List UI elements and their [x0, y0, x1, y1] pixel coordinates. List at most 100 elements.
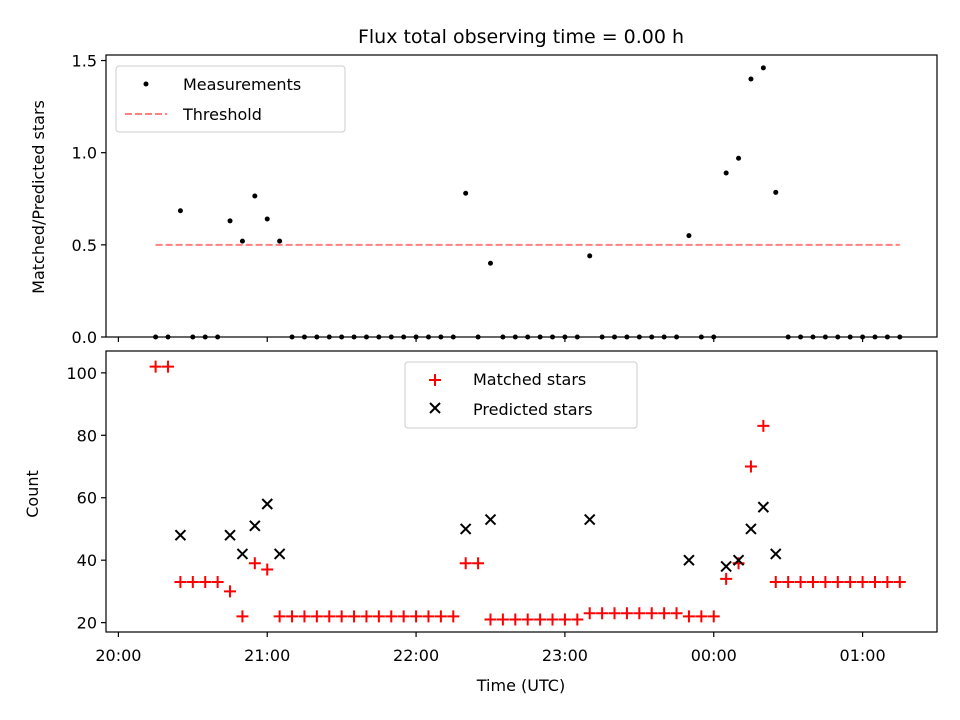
matched-stars-point	[868, 576, 881, 589]
measurements-point	[339, 334, 345, 340]
measurements-point	[227, 218, 233, 224]
measurements-point	[512, 334, 518, 340]
matched-stars-point	[546, 613, 559, 626]
legend-predicted-label: Predicted stars	[473, 400, 593, 419]
predicted-stars-point	[236, 548, 249, 560]
matched-stars-point	[534, 613, 547, 626]
x-tick-label: 20:00	[95, 646, 141, 665]
matched-stars-point	[310, 610, 323, 623]
bottom-y-tick-label: 100	[66, 364, 97, 383]
measurements-point	[562, 334, 568, 340]
bottom-plot-area	[105, 350, 938, 633]
legend-measurements-label: Measurements	[183, 75, 301, 94]
matched-stars-point	[893, 576, 906, 589]
measurements-point	[748, 76, 754, 82]
top-legend: Measurements Threshold	[115, 65, 346, 133]
predicted-stars-point	[732, 554, 745, 566]
measurements-point	[500, 334, 506, 340]
measurements-point	[401, 334, 407, 340]
predicted-stars-point	[249, 520, 261, 532]
predicted-stars-point	[720, 560, 732, 573]
matched-stars-point	[658, 607, 671, 620]
matched-stars-point	[571, 613, 584, 626]
bottom-legend-box	[404, 361, 638, 429]
measurements-point	[723, 170, 729, 176]
matched-stars-point	[459, 557, 472, 570]
matched-stars-point	[236, 610, 249, 623]
matched-stars-point	[670, 607, 683, 620]
measurements-point	[277, 238, 283, 244]
matched-stars-point	[211, 576, 224, 589]
matched-stars-point	[224, 585, 237, 598]
x-tick-label: 00:00	[691, 646, 737, 665]
x-tick-label: 23:00	[542, 646, 588, 665]
predicted-stars-point	[683, 554, 695, 566]
matched-stars-point	[757, 419, 770, 432]
bottom-y-tick-label: 40	[77, 551, 97, 570]
matched-stars-point	[447, 610, 460, 623]
x-axis-label: Time (UTC)	[476, 676, 565, 695]
measurements-point	[661, 334, 667, 340]
predicted-stars-point	[273, 548, 286, 560]
x-tick-label: 22:00	[393, 646, 439, 665]
matched-stars-point	[335, 610, 348, 623]
measurements-point	[351, 334, 357, 340]
measurements-point	[463, 190, 469, 196]
matched-stars-point	[558, 613, 571, 626]
measurements-point	[773, 189, 779, 195]
matched-stars-point	[720, 572, 733, 585]
top-plot-area	[105, 54, 938, 338]
bottom-y-tick-label: 20	[77, 614, 97, 633]
measurements-point	[847, 334, 853, 340]
top-y-tick-label: 1.5	[72, 52, 97, 71]
measurements-point	[438, 334, 444, 340]
measurements-point	[674, 334, 680, 340]
top-legend-box	[115, 65, 346, 133]
matched-stars-point	[695, 610, 708, 623]
matched-stars-point	[509, 613, 522, 626]
measurements-point	[810, 334, 816, 340]
matched-stars-point	[410, 610, 423, 623]
measurements-point	[636, 334, 642, 340]
measurements-point	[177, 208, 183, 214]
measurements-point	[872, 334, 878, 340]
measurements-point	[425, 334, 431, 340]
measurements-point	[537, 334, 543, 340]
measurements-point	[785, 334, 791, 340]
measurements-point	[475, 334, 481, 340]
measurements-point	[798, 334, 804, 340]
measurements-point	[649, 334, 655, 340]
measurements-point	[239, 238, 245, 244]
matched-stars-point	[782, 576, 795, 589]
measurements-point	[835, 334, 841, 340]
matched-stars-point	[633, 607, 646, 620]
measurements-point	[897, 334, 903, 340]
measurements-point	[264, 216, 270, 222]
matched-stars-point	[261, 563, 274, 576]
measurements-point	[822, 334, 828, 340]
top-panel: 0.0 0.5 1.0 1.5	[72, 52, 938, 347]
bottom-y-tick-label: 60	[77, 489, 97, 508]
matched-stars-point	[608, 607, 621, 620]
measurements-point	[314, 334, 320, 340]
measurements-point	[215, 334, 221, 340]
matched-stars-point	[434, 610, 447, 623]
matched-stars-point	[521, 613, 534, 626]
measurements-point	[326, 334, 332, 340]
predicted-stars-point	[459, 523, 472, 535]
predicted-stars-point	[174, 529, 187, 541]
predicted-stars-point	[757, 501, 770, 513]
measurements-point	[202, 334, 208, 340]
matched-stars-point	[484, 613, 497, 626]
matched-stars-point	[186, 576, 199, 589]
matched-stars-point	[199, 576, 212, 589]
predicted-stars-point	[224, 529, 236, 541]
measurements-point	[698, 334, 704, 340]
matched-stars-point	[744, 460, 757, 473]
bottom-y-axis-label: Count	[23, 470, 42, 518]
legend-threshold-label: Threshold	[182, 105, 262, 124]
measurements-point	[413, 334, 419, 340]
measurements-point	[252, 193, 258, 199]
measurements-point	[624, 334, 630, 340]
matched-stars-point	[273, 610, 286, 623]
